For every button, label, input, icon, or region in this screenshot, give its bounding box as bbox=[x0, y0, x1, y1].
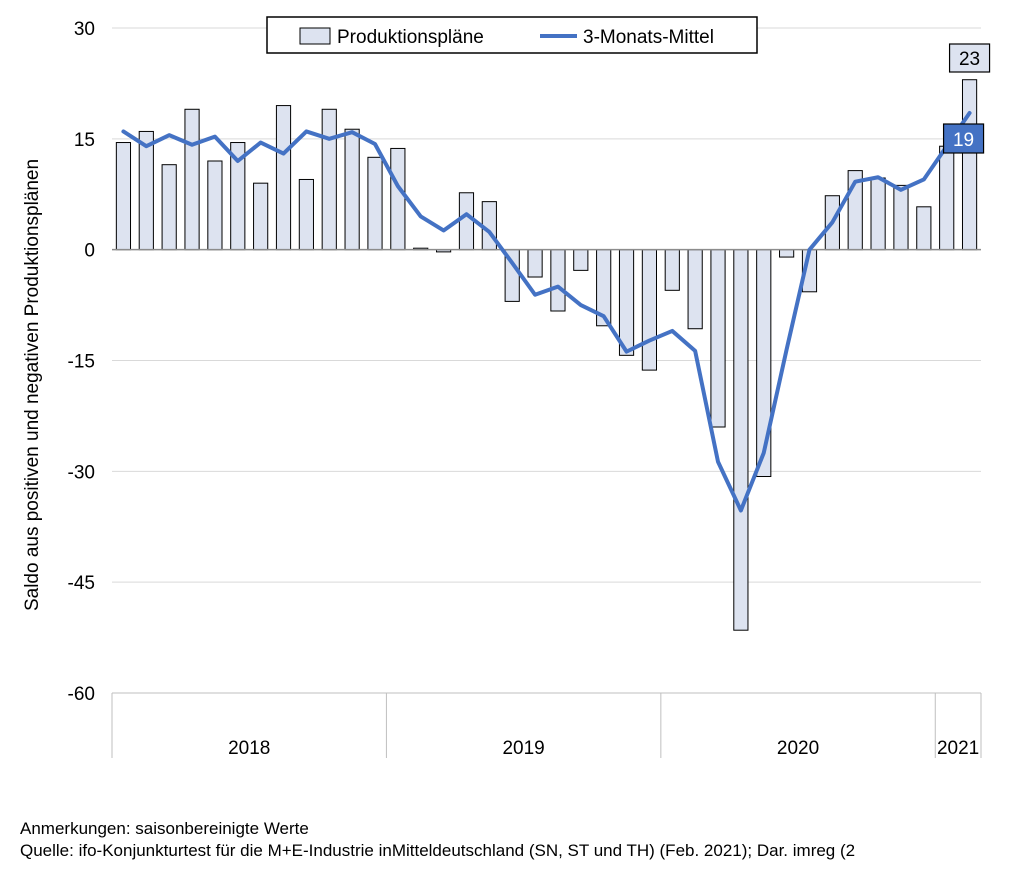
bar-series bbox=[115, 79, 978, 631]
gridlines bbox=[112, 27, 981, 694]
bar bbox=[527, 249, 543, 278]
y-tick-label: -30 bbox=[68, 462, 95, 483]
bar bbox=[961, 79, 978, 251]
bar bbox=[161, 164, 177, 251]
bar bbox=[550, 249, 566, 312]
footer-source: Quelle: ifo-Konjunkturtest für die M+E-I… bbox=[20, 841, 856, 860]
legend-line-label: 3-Monats-Mittel bbox=[583, 27, 714, 48]
line-3-monats-mittel bbox=[121, 110, 972, 513]
callout-line-box bbox=[942, 123, 985, 154]
callouts: 23 19 bbox=[942, 43, 991, 154]
bar bbox=[939, 145, 955, 251]
callout-bar-value: 23 bbox=[959, 49, 980, 70]
legend-bar-label: Produktionspläne bbox=[337, 27, 484, 48]
year-label: 2021 bbox=[937, 738, 979, 759]
bar bbox=[733, 249, 749, 631]
year-label: 2020 bbox=[777, 738, 819, 759]
y-tick-label: -45 bbox=[68, 573, 95, 594]
bar bbox=[664, 249, 680, 291]
legend: Produktionspläne 3-Monats-Mittel bbox=[266, 16, 758, 54]
year-label: 2018 bbox=[228, 738, 270, 759]
line-series bbox=[121, 110, 972, 513]
bar bbox=[275, 105, 292, 251]
bar bbox=[779, 249, 795, 258]
y-tick-label: 0 bbox=[84, 241, 95, 262]
bar bbox=[390, 147, 406, 251]
year-labels: 2018 2019 2020 2021 bbox=[228, 738, 979, 759]
bar bbox=[298, 178, 314, 251]
bar bbox=[756, 249, 772, 478]
y-tick-label: -60 bbox=[68, 684, 95, 705]
x-axis bbox=[111, 248, 982, 758]
bar bbox=[115, 142, 132, 251]
bar bbox=[458, 192, 475, 251]
y-axis: 30 15 0 -15 -30 -45 -60 bbox=[68, 19, 95, 705]
bar bbox=[618, 249, 635, 356]
bar bbox=[893, 184, 909, 251]
bar bbox=[321, 108, 337, 251]
footer-notes: Anmerkungen: saisonbereinigte Werte Quel… bbox=[20, 818, 855, 862]
bar bbox=[344, 128, 360, 251]
bar bbox=[641, 249, 658, 371]
y-tick-label: -15 bbox=[68, 352, 95, 373]
bar bbox=[916, 206, 932, 251]
bar bbox=[870, 177, 886, 251]
bar bbox=[138, 130, 154, 251]
year-label: 2019 bbox=[502, 738, 544, 759]
footer-note: Anmerkungen: saisonbereinigte Werte bbox=[20, 819, 309, 838]
bar bbox=[687, 249, 703, 330]
callout-line-value: 19 bbox=[953, 130, 974, 151]
bar bbox=[710, 249, 726, 428]
callout-bar-box bbox=[948, 43, 991, 73]
bar bbox=[207, 160, 223, 251]
legend-bar-swatch bbox=[299, 27, 331, 45]
y-tick-label: 30 bbox=[74, 19, 95, 40]
bar bbox=[184, 108, 200, 251]
y-tick-label: 15 bbox=[74, 130, 95, 151]
bar bbox=[367, 156, 383, 251]
bar bbox=[573, 249, 589, 271]
y-axis-label: Saldo aus positiven und negativen Produk… bbox=[22, 159, 43, 611]
bar bbox=[253, 182, 269, 251]
